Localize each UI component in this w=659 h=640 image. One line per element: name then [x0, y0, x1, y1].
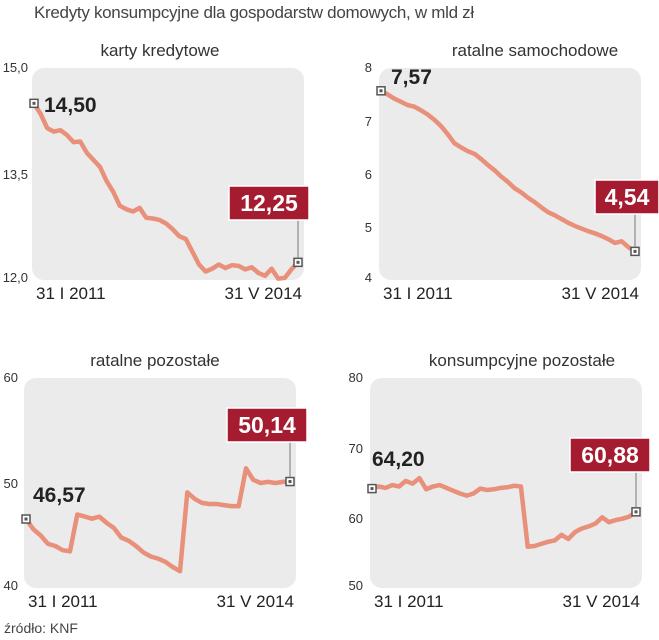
- end-marker-dot: [634, 510, 638, 514]
- y-tick-label: 13,5: [3, 167, 28, 182]
- end-value-label: 12,25: [240, 190, 298, 216]
- x-label-end: 31 V 2014: [224, 284, 302, 303]
- y-tick-label: 8: [365, 60, 372, 75]
- end-value-label: 50,14: [238, 412, 296, 438]
- chart-panel-4: konsumpcyjne pozostałe 80 70 60 50 64,20 60,88…: [349, 351, 651, 611]
- chart-title: karty kredytowe: [100, 41, 219, 60]
- source-note: źródło: KNF: [4, 620, 78, 636]
- start-value-label: 7,57: [391, 66, 432, 89]
- start-marker-dot: [370, 487, 374, 491]
- start-value-label: 64,20: [372, 448, 425, 471]
- end-value-label: 4,54: [605, 184, 650, 210]
- end-value-box: [226, 407, 308, 443]
- start-value-label: 46,57: [33, 484, 86, 507]
- chart-panel-2: ratalne samochodowe 8 7 6 5 4 7,57 4,54 31 I 201…: [365, 41, 659, 303]
- end-value-box: [594, 179, 659, 215]
- x-label-start: 31 I 2011: [374, 592, 444, 611]
- chart-title: ratalne samochodowe: [452, 41, 618, 60]
- series-line: [378, 88, 638, 254]
- series-line: [31, 101, 301, 281]
- chart-title: ratalne pozostałe: [90, 351, 219, 370]
- x-label-end: 31 V 2014: [562, 592, 640, 611]
- chart-title: konsumpcyjne pozostałe: [429, 351, 615, 370]
- chart-panel-1: karty kredytowe 15,0 13,5 12,0 14,50 12,25 31 …: [3, 41, 310, 303]
- y-tick-label: 40: [4, 578, 18, 593]
- end-value-label: 60,88: [581, 442, 639, 468]
- main-title: Kredyty konsumpcyjne dla gospodarstw dom…: [34, 3, 474, 22]
- end-value-box: [228, 185, 310, 221]
- y-tick-label: 50: [349, 578, 363, 593]
- y-tick-label: 50: [4, 476, 18, 491]
- end-marker-dot: [296, 260, 300, 264]
- end-marker-dot: [288, 480, 292, 484]
- start-value-label: 14,50: [44, 94, 97, 117]
- y-tick-label: 60: [4, 370, 18, 385]
- chart-background: [379, 68, 641, 280]
- y-tick-label: 80: [349, 370, 363, 385]
- end-value-box: [569, 437, 651, 473]
- x-label-start: 31 I 2011: [36, 284, 106, 303]
- end-marker-dot: [633, 249, 637, 253]
- series-line: [369, 475, 639, 549]
- x-label-end: 31 V 2014: [561, 284, 639, 303]
- y-tick-label: 60: [349, 511, 363, 526]
- start-marker-dot: [379, 89, 383, 93]
- start-marker-dot: [24, 517, 28, 521]
- y-tick-label: 15,0: [3, 60, 28, 75]
- x-label-end: 31 V 2014: [216, 592, 294, 611]
- start-marker-dot: [32, 101, 36, 105]
- chart-panel-3: ratalne pozostałe 60 50 40 46,57 50,14 31 I 20…: [4, 351, 308, 611]
- x-label-start: 31 I 2011: [383, 284, 453, 303]
- x-label-start: 31 I 2011: [28, 592, 98, 611]
- y-tick-label: 70: [349, 441, 363, 456]
- series-line: [23, 466, 293, 574]
- y-tick-label: 4: [365, 270, 372, 285]
- y-tick-label: 7: [365, 114, 372, 129]
- chart-background: [32, 68, 304, 280]
- y-tick-label: 5: [365, 220, 372, 235]
- y-tick-label: 6: [365, 167, 372, 182]
- y-tick-label: 12,0: [3, 270, 28, 285]
